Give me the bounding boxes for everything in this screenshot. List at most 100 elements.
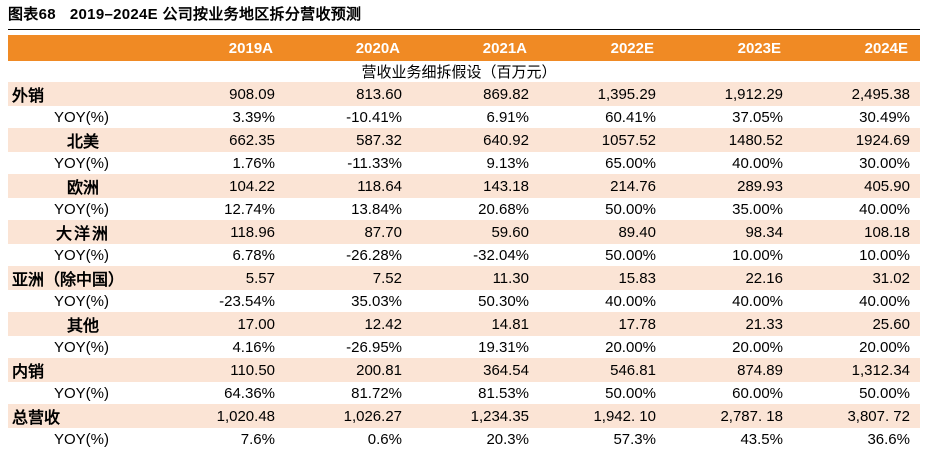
value-cell: -10.41% (346, 108, 402, 126)
value-cell: 9.13% (486, 154, 529, 172)
row-label: 总营收 (12, 410, 61, 427)
value-cell: 1,942. 10 (593, 407, 656, 425)
value-cell: 15.83 (618, 269, 656, 287)
value-cell: 3.39% (232, 108, 275, 126)
value-cell: 405.90 (864, 177, 910, 195)
value-cell: -26.95% (346, 338, 402, 356)
category-row: 总营收 1,020.48 1,026.27 1,234.35 1,942. 10 2,78… (8, 404, 920, 428)
header-row: 2019A 2020A 2021A 2022E 2023E 2024E (8, 35, 920, 61)
value-cell: 364.54 (483, 361, 529, 379)
value-cell: 50.00% (605, 246, 656, 264)
value-cell: 87.70 (364, 223, 402, 241)
row-label: 欧洲 (66, 180, 99, 197)
category-row: 欧洲 104.22 118.64 143.18 214.76 289.93 405.90 (8, 174, 920, 198)
figure-number: 图表68 (8, 6, 56, 23)
value-cell: 31.02 (872, 269, 910, 287)
value-cell: 20.00% (859, 338, 910, 356)
yoy-row: YOY(%) 4.16% -26.95% 19.31% 20.00% 20.00% 20.0… (8, 336, 920, 358)
figure-title: 图表68 2019–2024E 公司按业务地区拆分营收预测 (8, 4, 361, 26)
value-cell: 40.00% (605, 292, 656, 310)
row-label: 外销 (12, 88, 45, 105)
value-cell: 19.31% (478, 338, 529, 356)
value-cell: 7.6% (240, 430, 275, 448)
value-cell: 35.00% (732, 200, 783, 218)
header-2022e: 2022E (610, 39, 654, 57)
table-subtitle: 营收业务细拆假设（百万元） (8, 61, 920, 82)
category-row: 亚洲（除中国） 5.57 7.52 11.30 15.83 22.16 31.02 (8, 266, 920, 290)
yoy-row: YOY(%) 6.78% -26.28% -32.04% 50.00% 10.00% 10.… (8, 244, 920, 266)
header-2023e: 2023E (737, 39, 781, 57)
value-cell: 1,395.29 (597, 85, 656, 103)
title-divider (8, 29, 920, 30)
value-cell: 17.00 (237, 315, 275, 333)
value-cell: 1480.52 (728, 131, 783, 149)
value-cell: 662.35 (229, 131, 275, 149)
category-row: 其他 17.00 12.42 14.81 17.78 21.33 25.60 (8, 312, 920, 336)
row-label: 亚洲（除中国） (12, 272, 125, 289)
row-label: 大洋洲 (55, 226, 110, 243)
revenue-forecast-table: 2019A 2020A 2021A 2022E 2023E 2024E 营收业务… (8, 35, 920, 450)
row-label: 北美 (66, 134, 99, 151)
value-cell: 1,026.27 (343, 407, 402, 425)
value-cell: 4.16% (232, 338, 275, 356)
value-cell: 57.3% (613, 430, 656, 448)
value-cell: 200.81 (356, 361, 402, 379)
value-cell: 21.33 (745, 315, 783, 333)
category-row: 内销 110.50 200.81 364.54 546.81 874.89 1,312.34 (8, 358, 920, 382)
value-cell: -32.04% (473, 246, 529, 264)
figure-caption: 2019–2024E 公司按业务地区拆分营收预测 (69, 6, 362, 23)
value-cell: -26.28% (346, 246, 402, 264)
row-label: YOY(%) (54, 384, 110, 402)
value-cell: 6.91% (486, 108, 529, 126)
value-cell: 13.84% (351, 200, 402, 218)
value-cell: 25.60 (872, 315, 910, 333)
value-cell: 14.81 (491, 315, 529, 333)
value-cell: 1.76% (232, 154, 275, 172)
header-2019a: 2019A (228, 39, 273, 57)
value-cell: 104.22 (229, 177, 275, 195)
value-cell: 64.36% (224, 384, 275, 402)
value-cell: 50.00% (605, 384, 656, 402)
value-cell: 214.76 (610, 177, 656, 195)
value-cell: 40.00% (732, 154, 783, 172)
value-cell: 10.00% (732, 246, 783, 264)
value-cell: 50.00% (605, 200, 656, 218)
yoy-row: YOY(%) -23.54% 35.03% 50.30% 40.00% 40.00% 40.… (8, 290, 920, 312)
yoy-row: YOY(%) 3.39% -10.41% 6.91% 60.41% 37.05% 30.49… (8, 106, 920, 128)
value-cell: 869.82 (483, 85, 529, 103)
value-cell: 60.41% (605, 108, 656, 126)
value-cell: 1,912.29 (724, 85, 783, 103)
value-cell: 35.03% (351, 292, 402, 310)
row-label: YOY(%) (54, 430, 110, 448)
value-cell: -11.33% (347, 154, 402, 172)
value-cell: 50.30% (478, 292, 529, 310)
value-cell: 546.81 (610, 361, 656, 379)
value-cell: 12.42 (364, 315, 402, 333)
row-label: YOY(%) (54, 338, 110, 356)
value-cell: 1057.52 (601, 131, 656, 149)
value-cell: 60.00% (732, 384, 783, 402)
value-cell: 5.57 (245, 269, 275, 287)
value-cell: 43.5% (740, 430, 783, 448)
value-cell: 30.00% (859, 154, 910, 172)
row-label: YOY(%) (54, 246, 110, 264)
yoy-row: YOY(%) 64.36% 81.72% 81.53% 50.00% 60.00% 50.0… (8, 382, 920, 404)
value-cell: 640.92 (483, 131, 529, 149)
value-cell: 118.96 (230, 223, 275, 241)
value-cell: 7.52 (372, 269, 402, 287)
value-cell: 37.05% (732, 108, 783, 126)
value-cell: 40.00% (859, 200, 910, 218)
value-cell: 6.78% (232, 246, 275, 264)
value-cell: 17.78 (618, 315, 656, 333)
value-cell: 1,020.48 (216, 407, 275, 425)
header-corner (8, 35, 158, 61)
value-cell: 908.09 (229, 85, 275, 103)
value-cell: 20.00% (732, 338, 783, 356)
value-cell: 40.00% (859, 292, 910, 310)
value-cell: 30.49% (859, 108, 910, 126)
header-2020a: 2020A (355, 39, 400, 57)
value-cell: 40.00% (732, 292, 783, 310)
value-cell: 1924.69 (855, 131, 910, 149)
category-row: 北美 662.35 587.32 640.92 1057.52 1480.52 1924.6… (8, 128, 920, 152)
row-label: YOY(%) (54, 200, 110, 218)
